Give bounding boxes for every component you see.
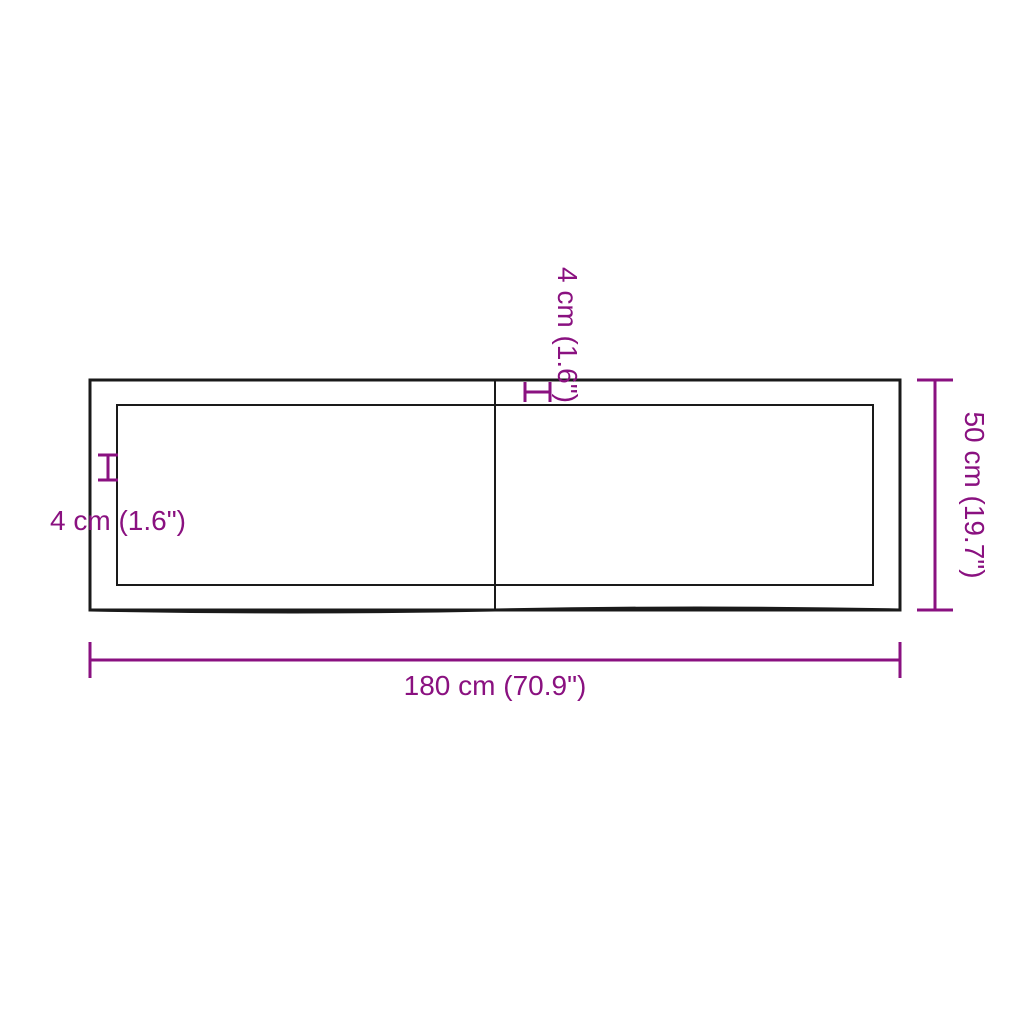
dim-width-label: 180 cm (70.9"): [404, 670, 587, 701]
dim-height-label: 50 cm (19.7"): [959, 411, 990, 578]
dim-frame-left-label: 4 cm (1.6"): [50, 505, 186, 536]
dimension-diagram: 180 cm (70.9") 50 cm (19.7") 4 cm (1.6") 4 …: [0, 0, 1024, 1024]
dim-frame-mid-label: 4 cm (1.6"): [552, 267, 583, 403]
